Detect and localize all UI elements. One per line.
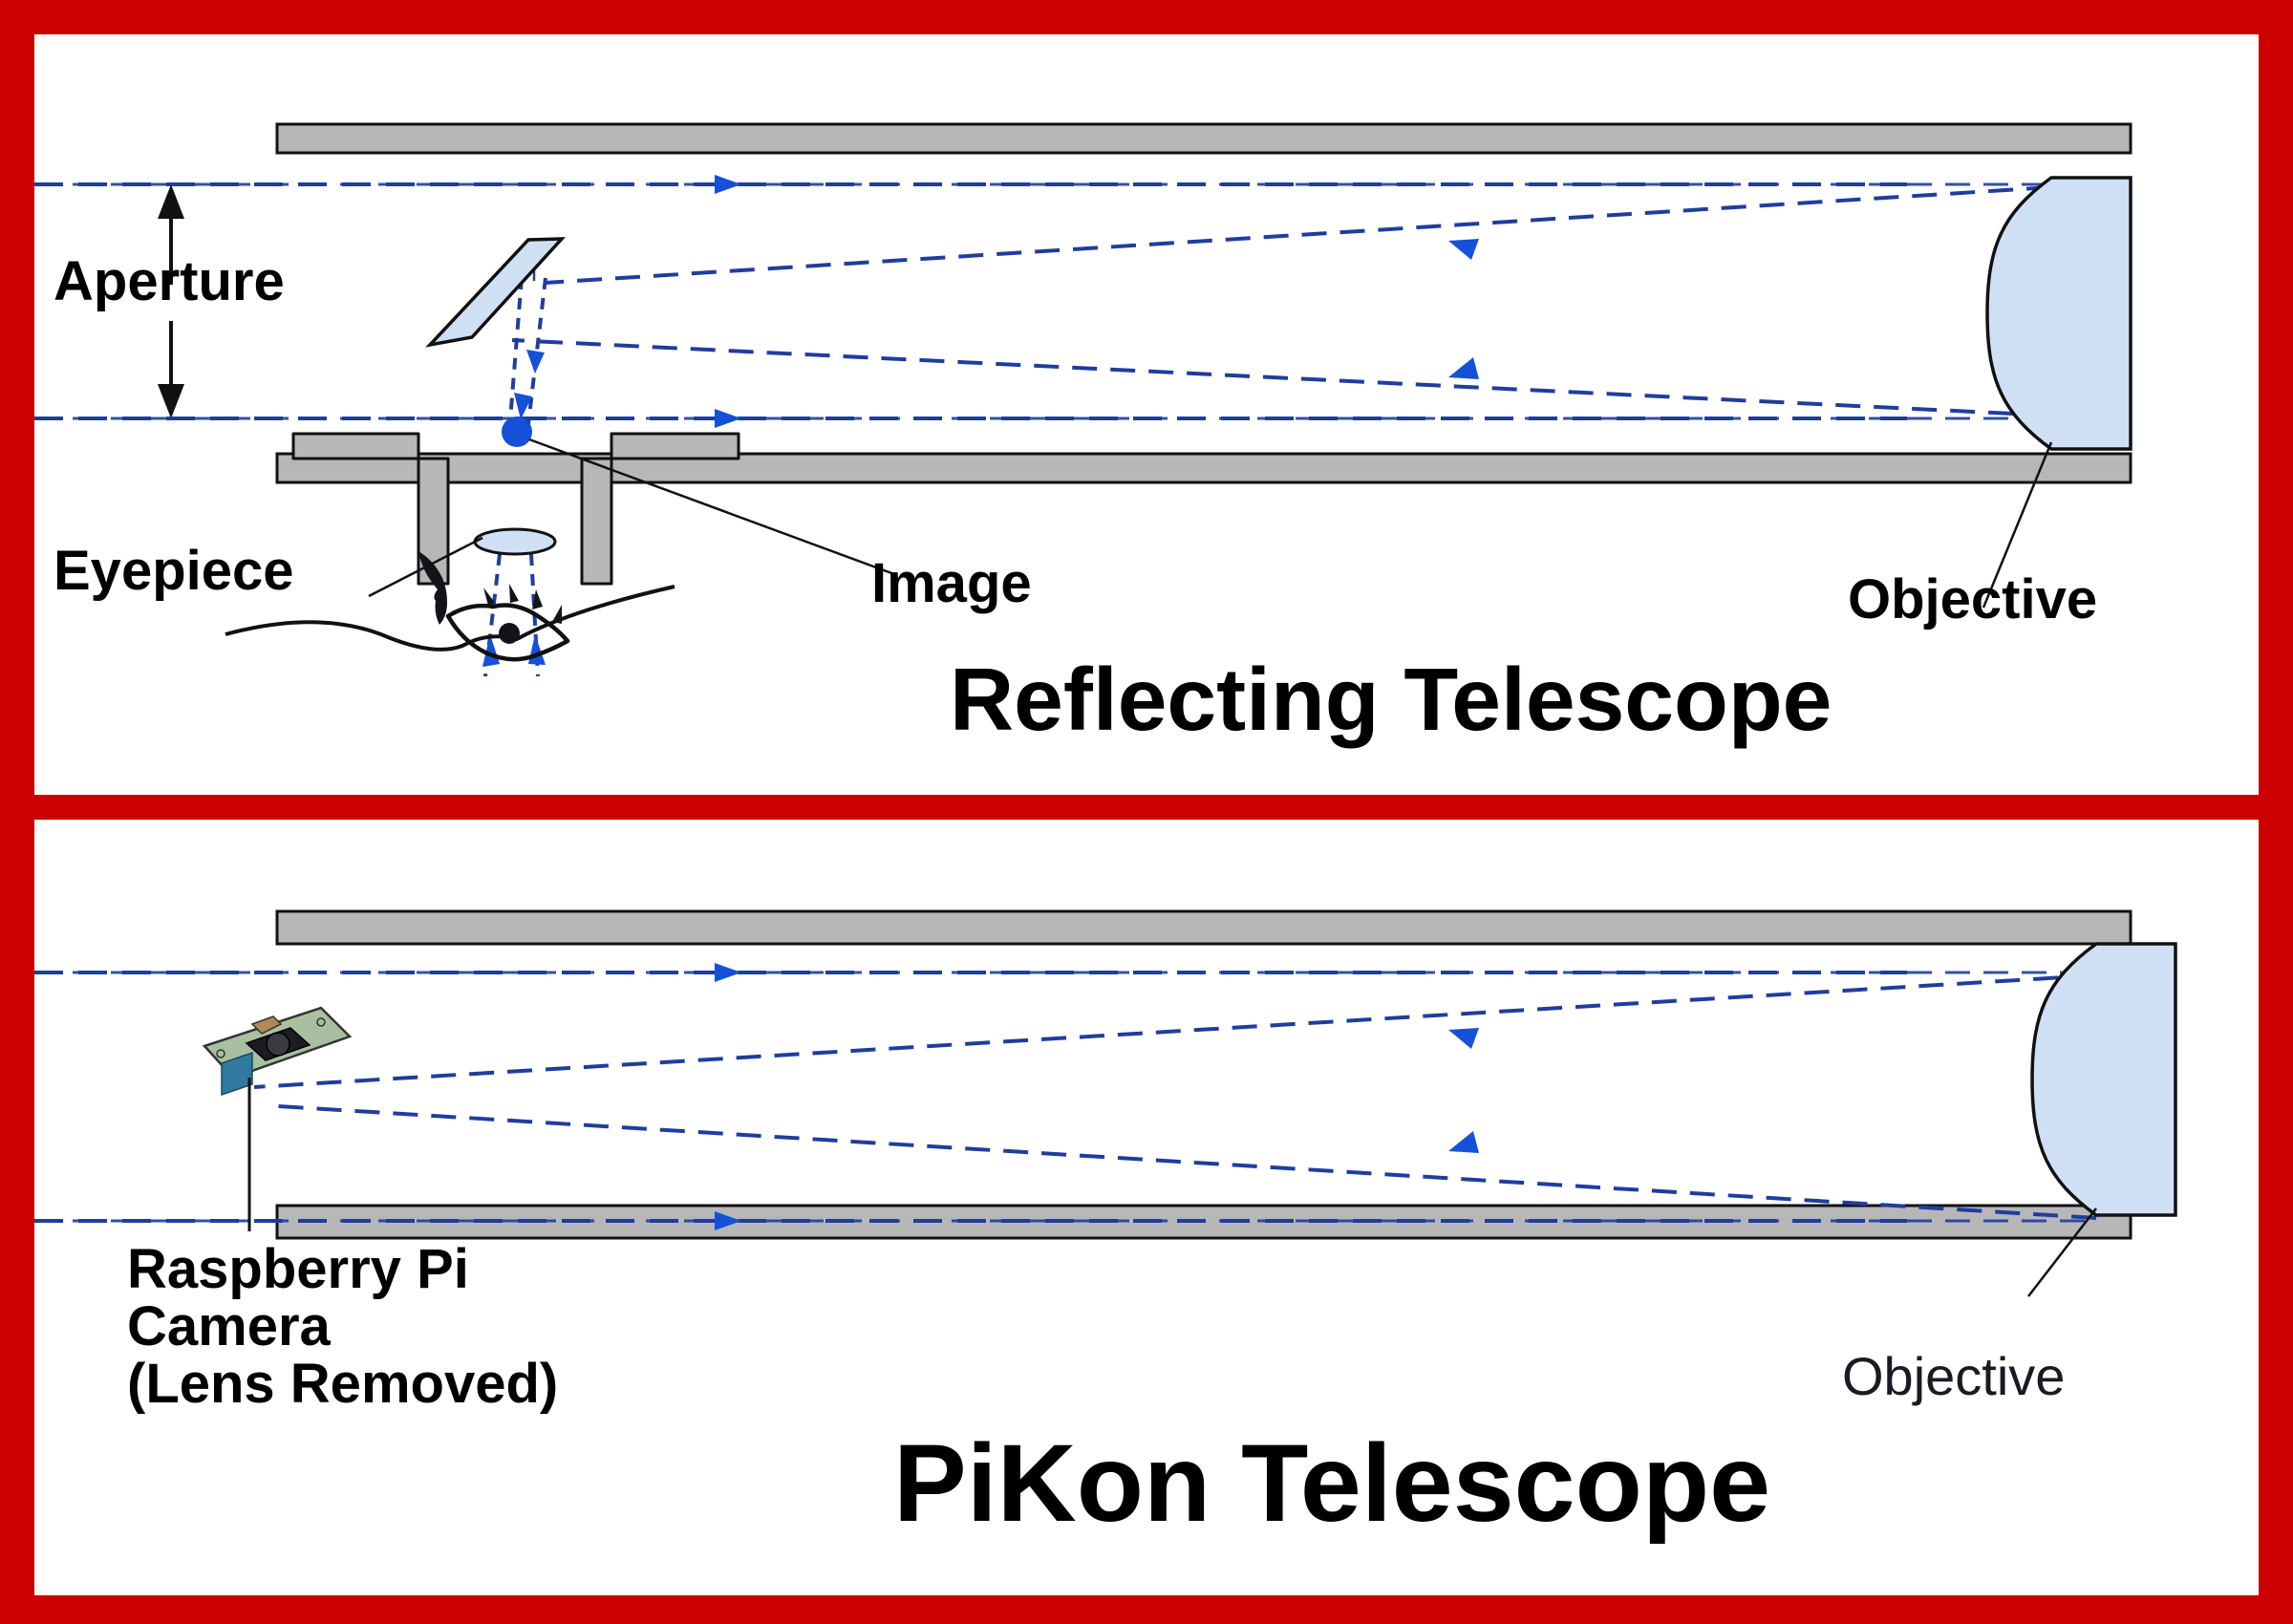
svg-text:(Lens Removed): (Lens Removed) [127, 1353, 558, 1415]
svg-text:Camera: Camera [127, 1295, 332, 1357]
svg-text:Objective: Objective [1848, 568, 2097, 630]
svg-text:Aperture: Aperture [54, 250, 285, 312]
svg-text:Image: Image [871, 552, 1032, 614]
svg-text:Reflecting Telescope: Reflecting Telescope [950, 650, 1832, 749]
svg-text:Eyepiece: Eyepiece [54, 540, 294, 602]
svg-text:PiKon Telescope: PiKon Telescope [893, 1422, 1770, 1545]
svg-text:Objective: Objective [1842, 1346, 2065, 1406]
svg-text:Raspberry Pi: Raspberry Pi [127, 1238, 469, 1300]
